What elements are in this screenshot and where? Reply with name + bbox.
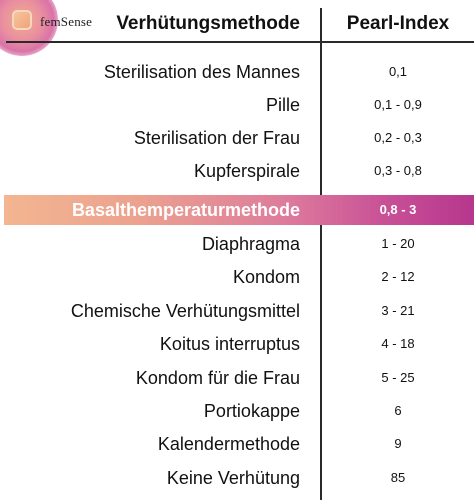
method-cell: Pille bbox=[265, 95, 300, 115]
header-divider bbox=[6, 41, 474, 43]
pearl-index-cell: 1 - 20 bbox=[381, 236, 415, 251]
femsense-logo-icon bbox=[12, 10, 32, 30]
pearl-index-cell: 5 - 25 bbox=[381, 370, 415, 385]
method-cell: Keine Verhütung bbox=[166, 468, 300, 488]
method-cell: Sterilisation der Frau bbox=[133, 128, 300, 148]
table-row: Pille 0,1 - 0,9 bbox=[0, 88, 474, 122]
table-row: Sterilisation der Frau 0,2 - 0,3 bbox=[0, 121, 474, 155]
femsense-logo: femSense bbox=[0, 0, 120, 56]
pearl-index-cell: 9 bbox=[394, 436, 402, 451]
table-row: Koitus interruptus 4 - 18 bbox=[0, 327, 474, 361]
pearl-index-cell: 0,3 - 0,8 bbox=[374, 163, 422, 178]
method-cell: Kalendermethode bbox=[157, 434, 300, 454]
table-row: Sterilisation des Mannes 0,1 bbox=[0, 55, 474, 89]
pearl-index-cell: 0,8 - 3 bbox=[379, 202, 417, 217]
pearl-index-cell: 3 - 21 bbox=[381, 303, 415, 318]
pearl-index-cell: 6 bbox=[394, 403, 402, 418]
table-row-highlighted: Basalthemperaturmethode 0,8 - 3 bbox=[0, 193, 474, 227]
brand-name: femSense bbox=[40, 14, 93, 29]
column-header-method: Verhütungsmethode bbox=[116, 13, 300, 34]
method-cell: Diaphragma bbox=[201, 234, 300, 254]
method-cell: Kondom für die Frau bbox=[135, 368, 300, 388]
table-row: Kondom für die Frau 5 - 25 bbox=[0, 361, 474, 395]
method-cell: Kupferspirale bbox=[193, 161, 300, 181]
table-row: Portiokappe 6 bbox=[0, 394, 474, 428]
method-cell: Koitus interruptus bbox=[159, 334, 300, 354]
table-row: Keine Verhütung 85 bbox=[0, 461, 474, 495]
table-row: Kondom 2 - 12 bbox=[0, 260, 474, 294]
table-row: Kalendermethode 9 bbox=[0, 427, 474, 461]
table-row: Diaphragma 1 - 20 bbox=[0, 227, 474, 261]
method-cell: Chemische Verhütungsmittel bbox=[70, 301, 300, 321]
pearl-index-cell: 4 - 18 bbox=[381, 336, 415, 351]
table-row: Chemische Verhütungsmittel 3 - 21 bbox=[0, 294, 474, 328]
pearl-index-cell: 0,1 bbox=[388, 64, 408, 79]
pearl-index-cell: 0,1 - 0,9 bbox=[374, 97, 422, 112]
pearl-index-cell: 0,2 - 0,3 bbox=[374, 130, 422, 145]
table-row: Kupferspirale 0,3 - 0,8 bbox=[0, 154, 474, 188]
column-divider bbox=[320, 8, 322, 500]
pearl-index-cell: 85 bbox=[390, 470, 406, 485]
column-header-pearl-index: Pearl-Index bbox=[346, 13, 450, 34]
pearl-index-cell: 2 - 12 bbox=[381, 269, 415, 284]
method-cell: Sterilisation des Mannes bbox=[103, 62, 300, 82]
method-cell: Basalthemperaturmethode bbox=[71, 200, 300, 220]
method-cell: Kondom bbox=[232, 267, 300, 287]
highlight-bar bbox=[4, 195, 474, 225]
method-cell: Portiokappe bbox=[203, 401, 300, 421]
